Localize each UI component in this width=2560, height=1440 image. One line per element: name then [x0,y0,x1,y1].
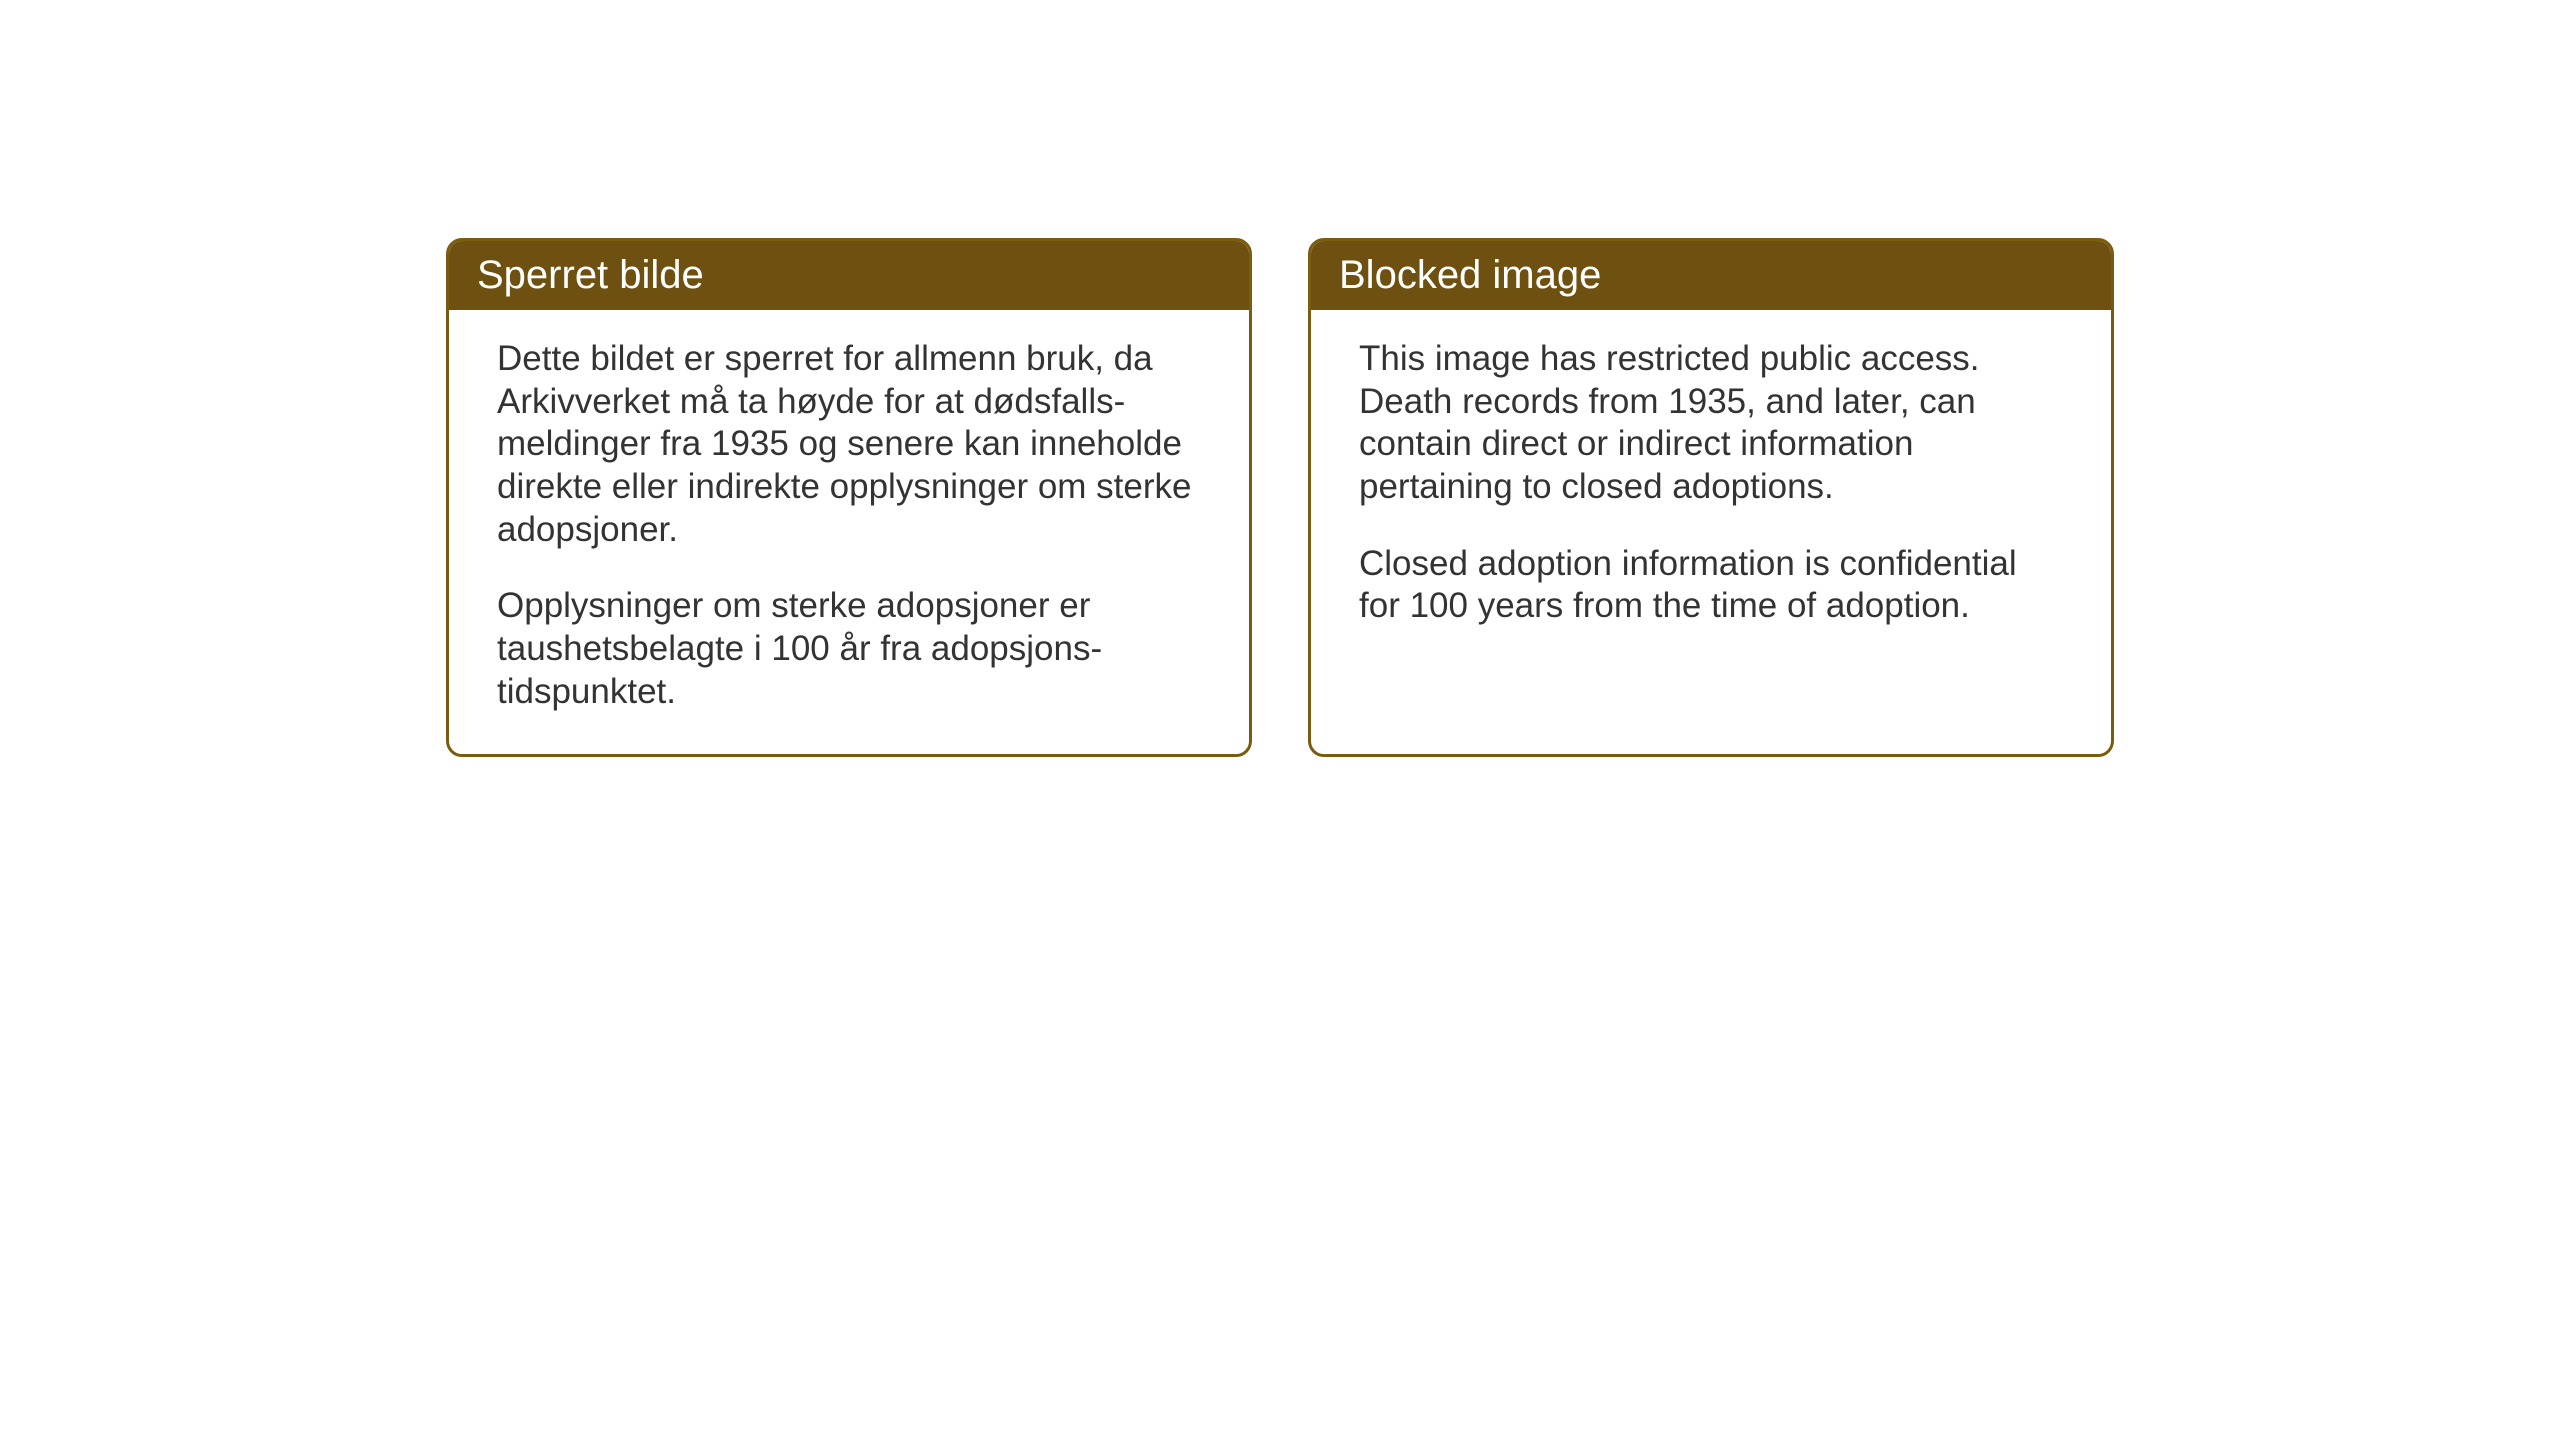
notice-cards-container: Sperret bilde Dette bildet er sperret fo… [446,238,2114,757]
card-title: Sperret bilde [477,253,704,297]
card-header-english: Blocked image [1311,241,2111,310]
notice-card-norwegian: Sperret bilde Dette bildet er sperret fo… [446,238,1252,757]
card-paragraph-1: Dette bildet er sperret for allmenn bruk… [497,338,1201,551]
card-paragraph-1: This image has restricted public access.… [1359,338,2063,509]
card-paragraph-2: Closed adoption information is confident… [1359,543,2063,628]
card-body-norwegian: Dette bildet er sperret for allmenn bruk… [449,310,1249,754]
card-paragraph-2: Opplysninger om sterke adopsjoner er tau… [497,585,1201,713]
card-body-english: This image has restricted public access.… [1311,310,2111,750]
card-header-norwegian: Sperret bilde [449,241,1249,310]
card-title: Blocked image [1339,253,1601,297]
notice-card-english: Blocked image This image has restricted … [1308,238,2114,757]
